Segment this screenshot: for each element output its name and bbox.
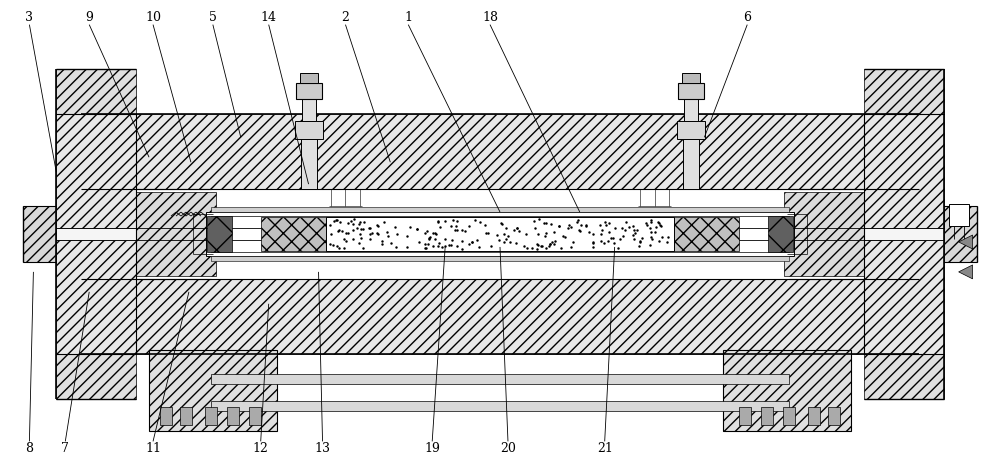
Text: 12: 12 <box>253 442 269 455</box>
Text: 11: 11 <box>145 442 161 455</box>
Text: 13: 13 <box>315 442 331 455</box>
Bar <box>56 70 136 114</box>
Bar <box>949 204 969 226</box>
Bar <box>160 408 172 425</box>
Bar <box>301 139 317 189</box>
Bar <box>864 70 944 114</box>
Bar <box>206 212 794 256</box>
Bar <box>207 216 232 252</box>
Bar <box>56 228 944 240</box>
Bar <box>326 217 674 251</box>
Bar <box>674 217 739 251</box>
Bar <box>761 408 773 425</box>
Bar <box>261 217 326 251</box>
Text: 19: 19 <box>424 442 440 455</box>
Bar <box>211 402 789 411</box>
Bar <box>723 350 851 432</box>
Text: 14: 14 <box>261 11 277 24</box>
Bar <box>296 84 322 99</box>
Bar <box>227 408 239 425</box>
Text: 5: 5 <box>209 11 217 24</box>
Bar <box>136 192 216 276</box>
Text: 10: 10 <box>145 11 161 24</box>
Polygon shape <box>959 265 973 279</box>
Bar <box>300 73 318 84</box>
Bar <box>149 350 277 432</box>
Bar <box>81 279 919 354</box>
Bar <box>864 114 944 354</box>
Bar <box>81 114 919 189</box>
Polygon shape <box>959 235 973 249</box>
Bar <box>180 408 192 425</box>
Bar <box>211 256 789 261</box>
Bar <box>302 99 316 121</box>
Text: 18: 18 <box>482 11 498 24</box>
Bar <box>808 408 820 425</box>
Text: 3: 3 <box>25 11 33 24</box>
Bar <box>295 121 323 139</box>
Bar <box>944 206 977 262</box>
Bar <box>249 408 261 425</box>
Bar <box>683 139 699 189</box>
Bar <box>211 374 789 383</box>
Bar <box>864 354 944 398</box>
Bar <box>768 216 793 252</box>
Bar <box>678 84 704 99</box>
Text: 20: 20 <box>500 442 516 455</box>
Bar <box>56 354 136 398</box>
Text: 7: 7 <box>61 442 69 455</box>
Bar <box>23 206 56 262</box>
Text: 1: 1 <box>404 11 412 24</box>
Bar <box>684 99 698 121</box>
Text: 8: 8 <box>25 442 33 455</box>
Text: 21: 21 <box>597 442 613 455</box>
Bar <box>828 408 840 425</box>
Bar <box>211 216 789 252</box>
Bar <box>211 207 789 212</box>
Bar <box>739 408 751 425</box>
Text: 6: 6 <box>743 11 751 24</box>
Text: 2: 2 <box>342 11 349 24</box>
Bar <box>783 408 795 425</box>
Bar <box>784 192 864 276</box>
Bar <box>56 114 136 354</box>
Text: 9: 9 <box>85 11 93 24</box>
Bar <box>682 73 700 84</box>
Bar <box>205 408 217 425</box>
Bar <box>677 121 705 139</box>
